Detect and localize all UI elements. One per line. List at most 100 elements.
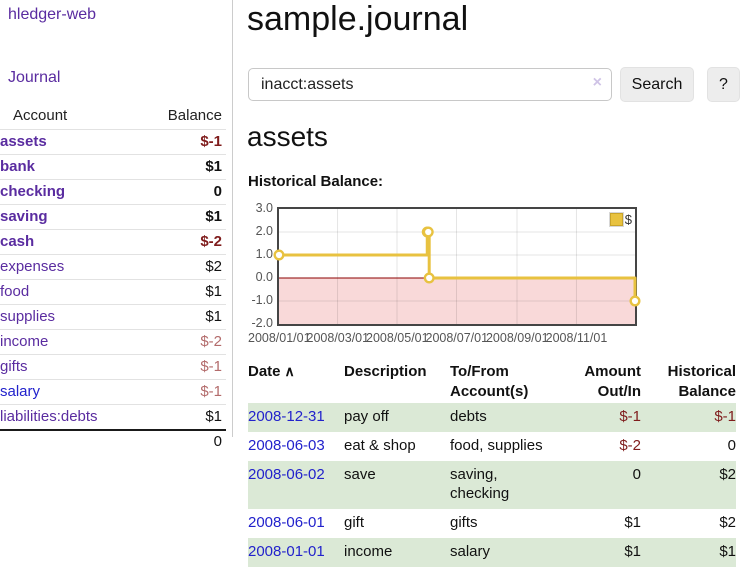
account-link-saving[interactable]: saving bbox=[0, 208, 48, 225]
account-link-bank[interactable]: bank bbox=[0, 158, 36, 175]
account-row: income $-2 bbox=[0, 329, 226, 355]
app-title-link[interactable]: hledger-web bbox=[8, 6, 97, 23]
account-row: expenses $2 bbox=[0, 254, 226, 280]
register-header-balance: Historical Balance bbox=[667, 363, 736, 400]
account-row: food $1 bbox=[0, 279, 226, 305]
account-link-expenses[interactable]: expenses bbox=[0, 258, 65, 275]
account-row: bank $1 bbox=[0, 154, 226, 180]
transaction-description: pay off bbox=[344, 408, 389, 425]
legend-label: $ bbox=[624, 212, 632, 227]
account-row: gifts $-1 bbox=[0, 354, 226, 380]
transaction-balance: $2 bbox=[719, 465, 736, 483]
account-balance: $-2 bbox=[200, 333, 222, 350]
y-axis-tick-label: 1.0 bbox=[255, 247, 273, 261]
clear-search-icon[interactable]: × bbox=[592, 74, 602, 91]
account-row: supplies $1 bbox=[0, 304, 226, 330]
account-row: liabilities:debts $1 bbox=[0, 404, 226, 431]
page-title: sample.journal bbox=[247, 0, 469, 38]
account-balance: $-1 bbox=[200, 133, 222, 150]
account-link-income[interactable]: income bbox=[0, 333, 49, 350]
transaction-description: eat & shop bbox=[344, 436, 416, 454]
register-header-date[interactable]: Date ∧ bbox=[248, 363, 295, 380]
account-link-assets[interactable]: assets bbox=[0, 133, 47, 150]
transaction-balance: 0 bbox=[727, 436, 736, 454]
balance-line-chart bbox=[273, 209, 641, 324]
register-row: 2008-12-31 pay off debts $-1 $-1 bbox=[248, 403, 736, 432]
account-row: assets $-1 bbox=[0, 129, 226, 155]
account-balance: $1 bbox=[205, 308, 222, 325]
account-link-cash[interactable]: cash bbox=[0, 233, 35, 250]
transaction-amount: $1 bbox=[624, 514, 641, 532]
accounts-total-row: 0 bbox=[0, 430, 226, 453]
transaction-amount: $-1 bbox=[619, 408, 641, 425]
register-row: 2008-06-01 gift gifts $1 $2 bbox=[248, 509, 736, 538]
transaction-description: income bbox=[344, 542, 393, 560]
help-button[interactable]: ? bbox=[707, 67, 740, 102]
account-balance: $1 bbox=[205, 283, 222, 300]
search-bar: × Search ? bbox=[248, 67, 740, 102]
register-header-accounts: To/From Account(s) bbox=[450, 363, 529, 400]
account-link-supplies[interactable]: supplies bbox=[0, 308, 56, 325]
x-axis-tick-label: 2008/05/01 bbox=[366, 331, 429, 345]
account-balance: $1 bbox=[205, 208, 222, 225]
x-axis-tick-label: 2008/03/01 bbox=[306, 331, 370, 345]
transaction-date-link[interactable]: 2008-01-01 bbox=[248, 542, 325, 560]
sort-ascending-icon: ∧ bbox=[284, 363, 295, 379]
y-axis-tick-label: 2.0 bbox=[255, 224, 273, 238]
account-link-gifts[interactable]: gifts bbox=[0, 358, 28, 375]
account-row: cash $-2 bbox=[0, 229, 226, 255]
balance-column-header: Balance bbox=[167, 107, 222, 124]
search-button[interactable]: Search bbox=[620, 67, 694, 102]
y-axis-tick-label: 0.0 bbox=[255, 270, 273, 284]
transaction-accounts: saving, checking bbox=[450, 465, 510, 503]
register-row: 2008-06-02 save saving, checking 0 $2 bbox=[248, 460, 736, 510]
y-axis-tick-label: -2.0 bbox=[251, 316, 273, 330]
accounts-table: Account Balance assets $-1 bank $1 check… bbox=[0, 103, 226, 453]
account-row: saving $1 bbox=[0, 204, 226, 230]
sidebar-item-journal[interactable]: Journal bbox=[8, 69, 61, 86]
transaction-amount: 0 bbox=[632, 465, 641, 483]
register-header-description: Description bbox=[344, 363, 427, 380]
accounts-total-balance: 0 bbox=[213, 433, 222, 450]
transaction-date-link[interactable]: 2008-12-31 bbox=[248, 408, 325, 425]
transaction-date-link[interactable]: 2008-06-02 bbox=[248, 465, 325, 483]
register-header-row: Date ∧ Description To/From Account(s) Amo… bbox=[248, 360, 736, 403]
chart-title: Historical Balance: bbox=[248, 173, 384, 190]
transaction-amount: $1 bbox=[624, 542, 641, 560]
transaction-balance: $-1 bbox=[714, 408, 736, 425]
y-axis-tick-label: -1.0 bbox=[251, 293, 273, 307]
x-axis-tick-label: 2008/11/01 bbox=[545, 331, 608, 345]
account-link-checking[interactable]: checking bbox=[0, 183, 66, 200]
x-axis-tick-label: 2008/09/01 bbox=[485, 331, 549, 345]
x-axis-tick-label: 2008/01/01 bbox=[248, 331, 311, 345]
accounts-table-header: Account Balance bbox=[0, 103, 226, 130]
account-balance: $2 bbox=[205, 258, 222, 275]
transaction-date-link[interactable]: 2008-06-01 bbox=[248, 514, 325, 532]
transaction-date-link[interactable]: 2008-06-03 bbox=[248, 436, 325, 454]
register-table: Date ∧ Description To/From Account(s) Amo… bbox=[248, 360, 736, 567]
account-link-salary[interactable]: salary bbox=[0, 383, 41, 400]
search-input[interactable] bbox=[248, 68, 612, 101]
account-balance: $-1 bbox=[200, 358, 222, 375]
transaction-accounts: debts bbox=[450, 408, 487, 425]
account-row: salary $-1 bbox=[0, 379, 226, 405]
transaction-accounts: food, supplies bbox=[450, 436, 543, 454]
account-column-header: Account bbox=[13, 107, 68, 124]
transaction-description: gift bbox=[344, 514, 365, 532]
chart-legend: $ bbox=[609, 212, 632, 227]
transaction-accounts: gifts bbox=[450, 514, 478, 532]
historical-balance-chart: 3.0 2.0 1.0 0.0 -1.0 -2.0 $ 2008/01/01 2008/03… bbox=[245, 200, 705, 345]
register-row: 2008-01-01 income salary $1 $1 bbox=[248, 537, 736, 567]
transaction-balance: $1 bbox=[719, 542, 736, 560]
y-axis-tick-label: 3.0 bbox=[255, 201, 273, 215]
account-link-liabilities-debts[interactable]: liabilities:debts bbox=[0, 408, 98, 425]
account-balance: $-1 bbox=[200, 383, 222, 400]
register-header-amount: Amount Out/In bbox=[584, 363, 641, 400]
account-link-food[interactable]: food bbox=[0, 283, 30, 300]
sidebar: hledger-web Journal Account Balance asse… bbox=[0, 0, 233, 450]
register-row: 2008-06-03 eat & shop food, supplies $-2… bbox=[248, 432, 736, 461]
account-balance: $1 bbox=[205, 158, 222, 175]
transaction-balance: $2 bbox=[719, 514, 736, 532]
chart-plot-area: $ bbox=[273, 207, 641, 326]
transaction-amount: $-2 bbox=[619, 436, 641, 454]
